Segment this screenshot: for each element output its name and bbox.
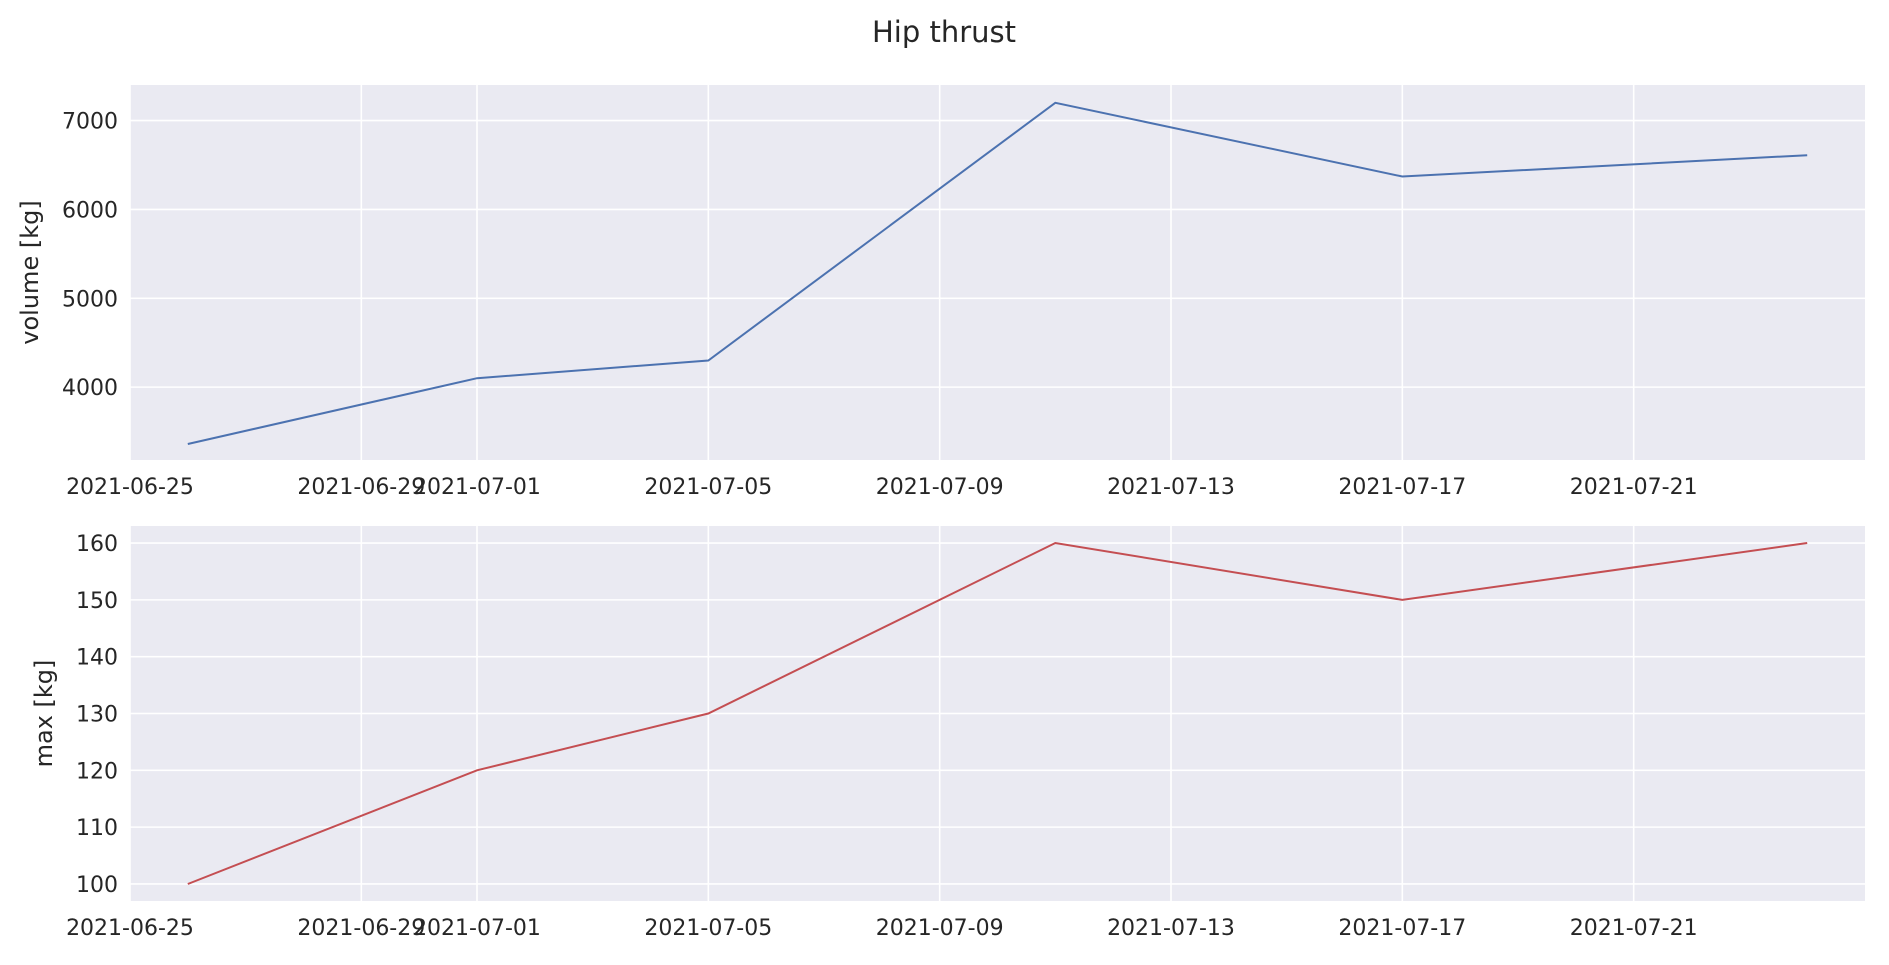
data-point <box>475 768 479 772</box>
data-point <box>475 376 479 380</box>
y-tick-label: 5000 <box>62 287 118 312</box>
y-tick-label: 7000 <box>62 110 118 135</box>
data-point <box>1400 598 1404 602</box>
y-tick-label: 100 <box>76 873 118 898</box>
y-tick-label: 140 <box>76 646 118 671</box>
data-point <box>1400 175 1404 179</box>
x-tick-label: 2021-07-09 <box>876 475 1004 500</box>
y-axis-label: max [kg] <box>30 660 58 768</box>
y-tick-label: 120 <box>76 759 118 784</box>
x-tick-label: 2021-06-25 <box>66 475 194 500</box>
series-line <box>187 541 1808 885</box>
x-tick-label: 2021-07-17 <box>1338 916 1466 941</box>
chart-title: Hip thrust <box>872 15 1016 49</box>
x-tick-label: 2021-07-01 <box>413 916 541 941</box>
y-tick-label: 110 <box>76 816 118 841</box>
x-tick-label: 2021-06-29 <box>297 475 425 500</box>
data-point <box>1805 541 1809 545</box>
y-tick-label: 4000 <box>62 376 118 401</box>
x-tick-label: 2021-07-01 <box>413 475 541 500</box>
data-point <box>1805 153 1809 157</box>
x-tick-label: 2021-07-05 <box>644 916 772 941</box>
y-tick-label: 130 <box>76 703 118 728</box>
data-point <box>1053 541 1057 545</box>
x-tick-label: 2021-07-13 <box>1107 916 1235 941</box>
data-point <box>706 712 710 716</box>
y-tick-label: 6000 <box>62 198 118 223</box>
y-tick-label: 160 <box>76 532 118 557</box>
x-tick-label: 2021-06-25 <box>66 916 194 941</box>
y-axis-label: volume [kg] <box>16 200 44 344</box>
y-tick-label: 150 <box>76 589 118 614</box>
data-point <box>706 358 710 362</box>
data-point <box>186 442 190 446</box>
x-tick-label: 2021-07-21 <box>1570 475 1698 500</box>
x-tick-label: 2021-07-17 <box>1338 475 1466 500</box>
x-tick-label: 2021-06-29 <box>297 916 425 941</box>
series-line <box>187 101 1808 445</box>
plot-area <box>130 85 1865 460</box>
x-tick-label: 2021-07-21 <box>1570 916 1698 941</box>
x-tick-label: 2021-07-09 <box>876 916 1004 941</box>
data-point <box>1053 101 1057 105</box>
x-tick-label: 2021-07-05 <box>644 475 772 500</box>
x-tick-label: 2021-07-13 <box>1107 475 1235 500</box>
data-point <box>186 882 190 886</box>
